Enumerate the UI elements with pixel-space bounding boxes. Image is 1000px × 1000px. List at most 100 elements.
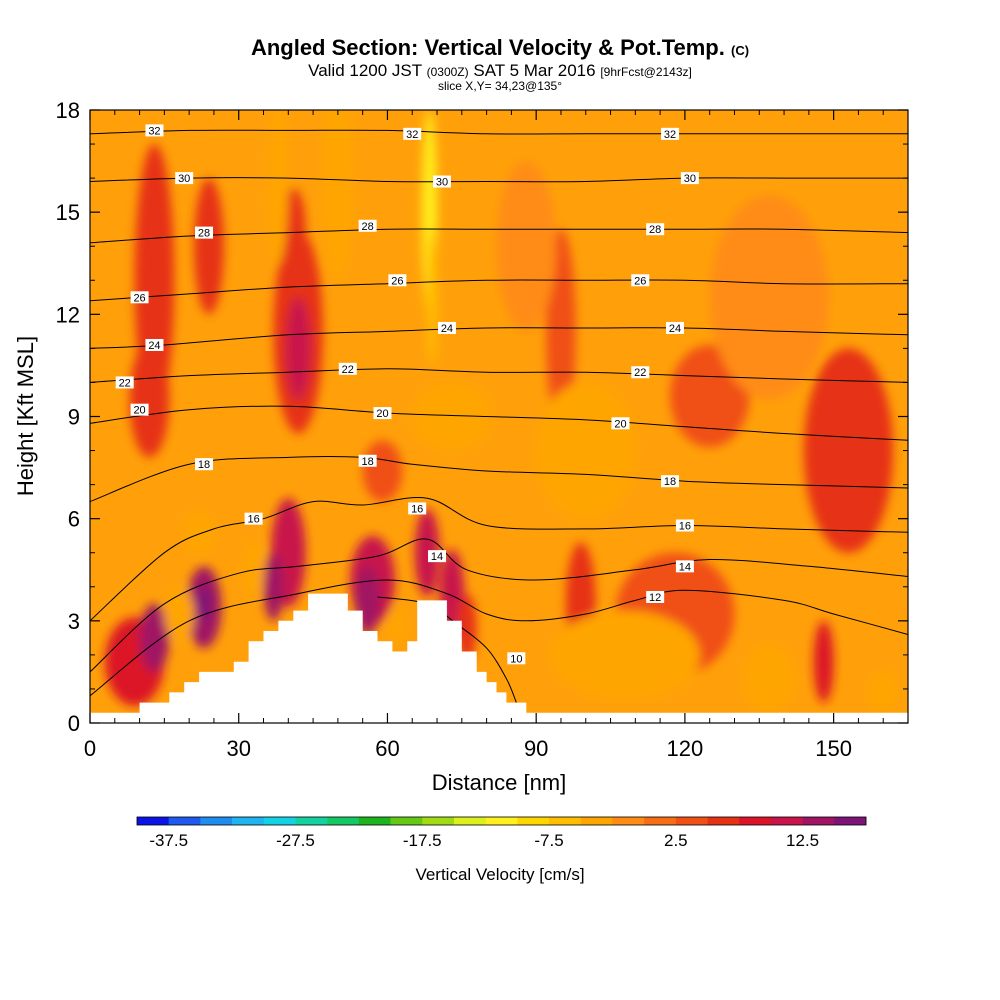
velocity-cell-16 [456,593,477,662]
velocity-cell-11 [263,552,284,621]
theta-contour-22 [90,368,908,383]
colorbar-tick-label: -17.5 [403,831,442,850]
colorbar-swatch-18 [707,817,740,825]
terrain [90,593,908,723]
axes: 0 30 60 90 120 150 0 3 6 9 12 15 18 [56,98,908,761]
velocity-cell-5 [129,341,170,458]
contour-label-box-23 [661,475,680,488]
colorbar-swatch-15 [612,817,645,825]
contour-label-16: 16 [679,520,691,532]
contour-label-box-22 [358,454,377,467]
contour-label-box-26 [675,519,694,532]
colorbar-swatch-11 [485,817,518,825]
colorbar-swatch-9 [422,817,455,825]
velocity-cell-30 [389,607,405,642]
valid-utc: (0300Z) [426,65,469,79]
contour-label-box-28 [675,560,694,573]
contour-label-28: 28 [361,221,373,233]
colorbar-swatch-3 [232,817,265,825]
velocity-cell-21 [813,620,834,703]
forecast-info: [9hrFcst@2143z] [600,65,692,79]
colorbar-swatch-17 [675,817,708,825]
x-tick-label: 30 [226,736,250,761]
theta-contour-24 [90,327,908,349]
contour-label-box-25 [408,502,427,515]
velocity-cell-36 [709,195,829,400]
colorbar-tick-label: -27.5 [276,831,315,850]
velocity-cell-31 [551,610,700,700]
colorbar-frame [136,816,867,826]
contour-label-box-0 [145,124,164,137]
theta-contour-14 [90,538,908,673]
contour-label-14: 14 [679,561,691,573]
contour-label-box-17 [631,366,650,379]
contour-label-24: 24 [441,323,453,335]
colorbar-swatch-2 [200,817,233,825]
y-tick-label: 0 [68,711,80,736]
contour-label-26: 26 [391,275,403,287]
contour-label-20: 20 [614,418,626,430]
colorbar-swatch-1 [168,817,201,825]
theta-contour-28 [90,228,908,244]
contour-label-box-6 [195,226,214,239]
contour-label-30: 30 [178,173,190,185]
velocity-cell-35 [496,161,557,332]
contour-label-30: 30 [684,173,696,185]
colorbar-swatch-21 [802,817,835,825]
colorbar-swatch-14 [580,817,613,825]
x-tick-label: 150 [815,736,852,761]
contour-label-box-20 [611,417,630,430]
contour-label-box-16 [338,362,357,375]
contour-label-32: 32 [406,129,418,141]
contour-label-box-27 [428,550,447,563]
contour-label-box-7 [358,219,377,232]
contour-label-box-12 [145,338,164,351]
velocity-cell-27 [268,110,289,264]
contour-label-box-11 [631,274,650,287]
contour-label-22: 22 [634,367,646,379]
contour-label-24: 24 [669,323,681,335]
theta-contour-16 [90,497,908,622]
colorbar-swatch-0 [137,817,169,825]
contour-label-14: 14 [431,551,443,563]
y-tick-label: 18 [56,98,80,123]
colorbar-swatch-20 [770,817,803,825]
contour-label-box-3 [175,172,194,185]
contour-label-box-5 [680,172,699,185]
valid-time: Valid 1200 JST [308,61,422,80]
contour-label-32: 32 [664,129,676,141]
colorbar-tick-label: 2.5 [664,831,688,850]
velocity-cell-24 [184,511,214,553]
title-suffix: (C) [731,43,750,58]
velocity-cell-34 [868,671,899,713]
chart-title: Angled Section: Vertical Velocity & Pot.… [0,36,1000,63]
colorbar-swatch-16 [644,817,677,825]
x-tick-label: 120 [667,736,704,761]
contour-label-32: 32 [148,125,160,137]
y-axis-label: Height [Kft MSL] [13,336,38,496]
chart-subtitle: Valid 1200 JST (0300Z) SAT 5 Mar 2016 [9… [0,61,1000,80]
contour-labels: 32 32 32 30 30 30 28 28 28 26 26 26 24 24 24 22 22 22 20 20… [115,124,699,665]
title-text: Angled Section: Vertical Velocity & Pot.… [250,35,725,60]
velocity-cell-33 [536,382,636,519]
colorbar-swatch-5 [295,817,328,825]
valid-date: SAT 5 Mar 2016 [473,61,596,80]
colorbar-swatch-7 [358,817,391,825]
velocity-cell-26 [323,110,353,281]
y-tick-label: 9 [68,405,80,430]
velocity-cell-25 [164,586,195,642]
colorbar: -37.5 -27.5 -17.5 -7.5 2.5 12.5 [136,816,867,850]
contour-label-box-13 [437,321,456,334]
contour-label-26: 26 [133,292,145,304]
contour-label-18: 18 [198,459,210,471]
x-tick-label: 0 [84,736,96,761]
contour-label-28: 28 [649,224,661,236]
terrain-mountain [90,593,908,723]
contour-label-box-29 [646,590,665,603]
contour-label-box-30 [507,652,526,665]
contour-label-18: 18 [361,456,373,468]
contour-label-18: 18 [664,476,676,488]
contour-label-10: 10 [510,653,522,665]
velocity-cell-17 [362,440,403,502]
